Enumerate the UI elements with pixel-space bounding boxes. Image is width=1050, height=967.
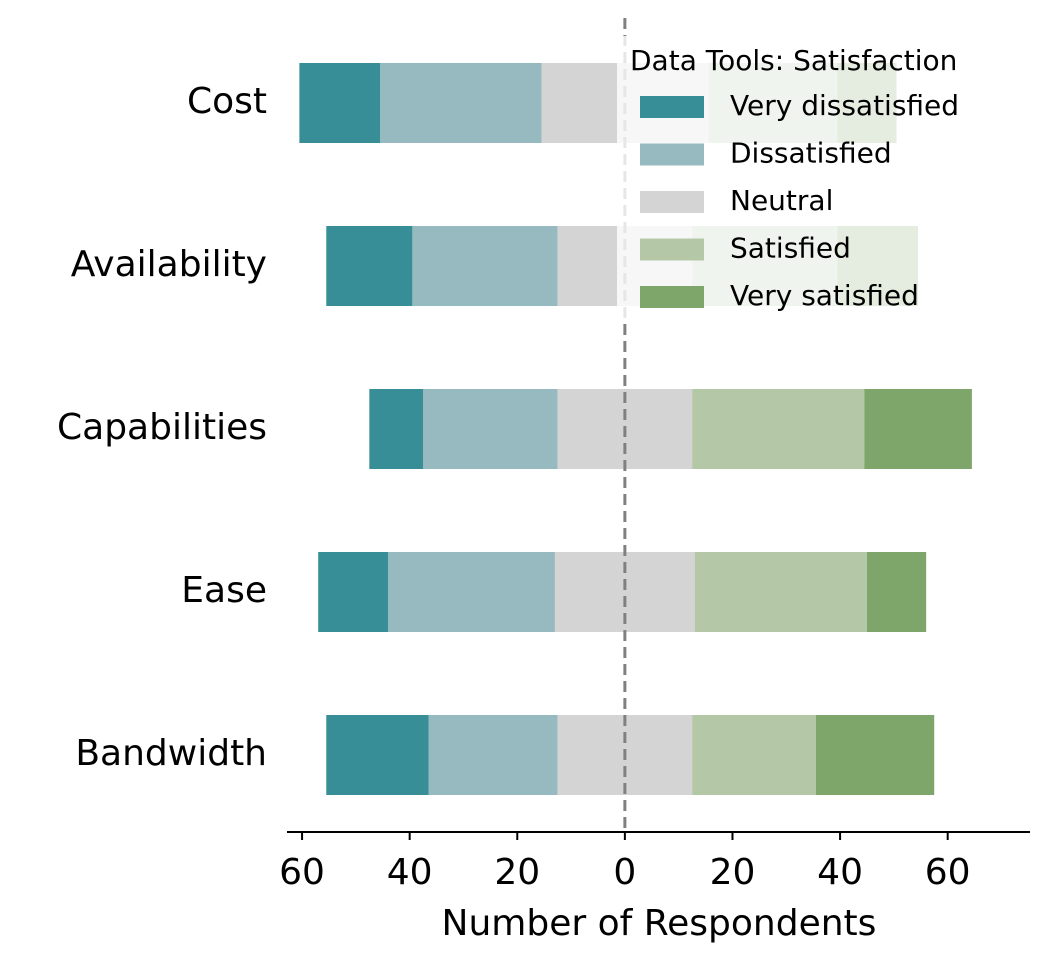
x-tick-label: 40 [817, 852, 863, 893]
bar-segment [866, 552, 927, 632]
bar-segment [694, 552, 867, 632]
y-tick-label: Ease [181, 570, 267, 611]
legend-title: Data Tools: Satisfaction [630, 44, 957, 77]
y-tick-label: Cost [187, 81, 267, 122]
legend-swatch [640, 143, 704, 166]
legend-swatch [640, 286, 704, 308]
bar-segment [428, 715, 558, 795]
bar-segment [318, 552, 389, 632]
x-tick-label: 0 [613, 852, 636, 893]
legend-box [617, 36, 1015, 322]
bar-segment [864, 389, 972, 469]
x-tick-label: 60 [925, 852, 971, 893]
legend-label: Very dissatisfied [730, 89, 959, 122]
legend-swatch [640, 238, 704, 261]
bar-segment [412, 226, 558, 306]
bar-segment [326, 226, 413, 306]
y-tick-label: Availability [71, 244, 267, 285]
bar-segment [299, 63, 381, 143]
legend-label: Satisfied [730, 232, 851, 265]
x-tick-label: 20 [710, 852, 756, 893]
x-tick-label: 40 [387, 852, 433, 893]
bar-segment [692, 715, 816, 795]
legend-label: Dissatisfied [730, 137, 892, 170]
bar-segment [692, 389, 865, 469]
y-tick-label: Bandwidth [75, 733, 267, 774]
x-axis-label: Number of Respondents [442, 903, 877, 944]
legend-swatch [640, 191, 704, 213]
bar-segment [815, 715, 935, 795]
legend-swatch [640, 96, 704, 118]
x-tick-label: 20 [494, 852, 540, 893]
y-tick-label: Capabilities [57, 407, 267, 448]
bar-segment [326, 715, 429, 795]
bar-segment [388, 552, 555, 632]
bar-segment [380, 63, 542, 143]
bar-segment [369, 389, 424, 469]
legend-label: Very satisfied [730, 279, 919, 312]
legend-label: Neutral [730, 184, 833, 217]
x-tick-label: 60 [279, 852, 325, 893]
bar-segment [423, 389, 558, 469]
